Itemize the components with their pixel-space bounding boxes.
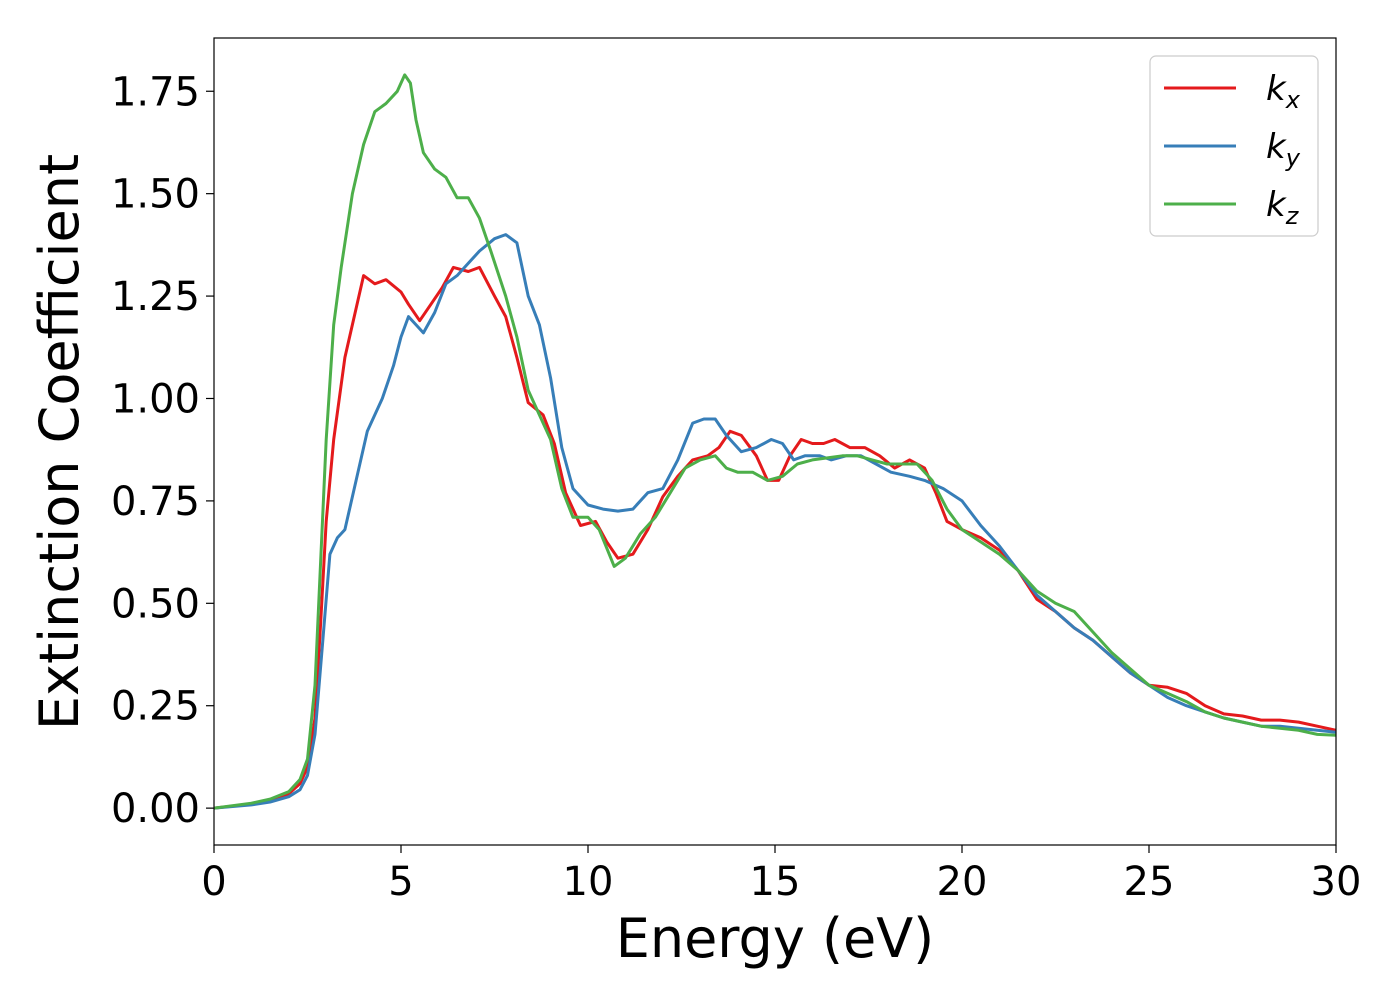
series-line-kz xyxy=(214,73,1336,810)
x-tick-label: 5 xyxy=(388,859,413,905)
x-tick-label: 0 xyxy=(201,859,226,905)
x-axis-ticks: 0 5 10 15 20 25 30 xyxy=(201,845,1361,905)
legend-subscript: z xyxy=(1285,202,1300,230)
x-tick-label: 15 xyxy=(750,859,801,905)
x-tick-label: 20 xyxy=(937,859,988,905)
y-tick-label: 1.00 xyxy=(111,376,200,422)
x-tick-label: 30 xyxy=(1311,859,1362,905)
series-line-ky xyxy=(214,233,1336,810)
y-tick-label: 1.75 xyxy=(111,69,200,115)
y-tick-label: 1.25 xyxy=(111,274,200,320)
x-axis-label: Energy (eV) xyxy=(616,907,935,970)
x-tick-label: 25 xyxy=(1124,859,1175,905)
y-tick-label: 0.25 xyxy=(111,684,200,730)
x-tick-label: 10 xyxy=(563,859,614,905)
legend-subscript: y xyxy=(1285,144,1301,172)
y-tick-label: 0.50 xyxy=(111,581,200,627)
y-tick-label: 0.00 xyxy=(111,786,200,832)
y-tick-label: 1.50 xyxy=(111,172,200,218)
series-lines xyxy=(214,73,1336,810)
y-axis-ticks: 0.00 0.25 0.50 0.75 1.00 1.25 1.50 1.75 xyxy=(111,69,214,832)
legend-subscript: x xyxy=(1285,86,1301,114)
y-tick-label: 0.75 xyxy=(111,479,200,525)
y-axis-label: Extinction Coefficient xyxy=(28,154,91,730)
plot-area xyxy=(213,37,1337,846)
